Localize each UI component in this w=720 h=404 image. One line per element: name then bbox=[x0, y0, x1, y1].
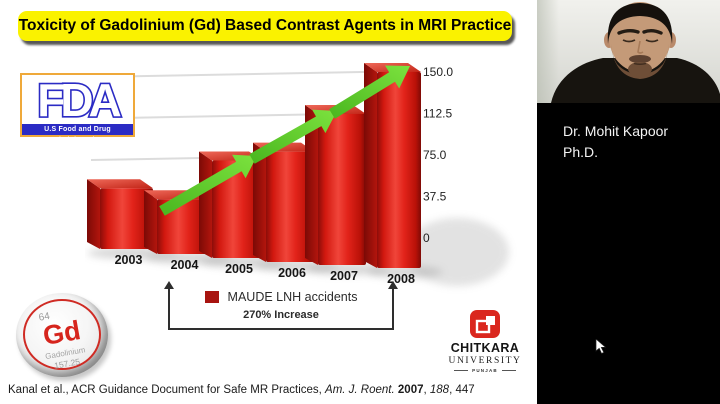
svg-text:2007: 2007 bbox=[330, 269, 358, 283]
webcam-panel: Dr. Mohit Kapoor Ph.D. bbox=[537, 0, 720, 404]
fda-logo-letters: FDA bbox=[22, 75, 133, 124]
chitkara-university-word: UNIVERSITY bbox=[448, 356, 522, 366]
fda-logo: FDA U.S Food and Drug Administration bbox=[20, 73, 135, 144]
speaker-title: Ph.D. bbox=[563, 144, 599, 160]
legend-label: MAUDE LNH accidents bbox=[227, 290, 358, 304]
bracket-up-arrow-left bbox=[164, 281, 174, 289]
citation-year: 2007 bbox=[397, 384, 424, 396]
increase-annotation: 270% Increase bbox=[243, 309, 319, 321]
citation-authors: Kanal et al., ACR Guidance Document for … bbox=[8, 384, 326, 396]
presentation-slide: Toxicity of Gadolinium (Gd) Based Contra… bbox=[0, 0, 537, 404]
chitkara-name: CHITKARA bbox=[450, 341, 520, 355]
svg-text:2006: 2006 bbox=[278, 266, 306, 280]
chitkara-university-logo: CHITKARA UNIVERSITY PUNJAB bbox=[445, 310, 525, 373]
chart-bar-shadows bbox=[87, 218, 509, 286]
svg-text:112.5: 112.5 bbox=[423, 107, 452, 121]
chart-bars bbox=[87, 63, 421, 268]
svg-text:2003: 2003 bbox=[115, 253, 143, 267]
chitkara-logo-icon bbox=[470, 310, 500, 338]
mouse-cursor bbox=[595, 339, 607, 354]
chart-ytick-labels: 150.0 112.5 75.0 37.5 0 bbox=[423, 65, 453, 245]
svg-text:37.5: 37.5 bbox=[423, 190, 447, 204]
fda-acronym-text: FDA bbox=[37, 75, 120, 124]
trend-arrow bbox=[159, 65, 410, 216]
gd-coin-ring: 64 Gd Gadolinium 157.25 bbox=[23, 299, 101, 371]
chart-legend: MAUDE LNH accidents bbox=[170, 290, 392, 304]
fda-logo-caption: U.S Food and Drug Administration bbox=[22, 124, 133, 144]
legend-swatch bbox=[204, 291, 219, 303]
citation-pages: , 447 bbox=[449, 384, 475, 396]
speaker-name: Dr. Mohit Kapoor bbox=[563, 123, 669, 139]
svg-text:75.0: 75.0 bbox=[423, 148, 447, 162]
svg-text:150.0: 150.0 bbox=[423, 65, 453, 79]
svg-text:0: 0 bbox=[423, 231, 430, 245]
speaker-caption: Dr. Mohit Kapoor Ph.D. bbox=[563, 121, 668, 163]
gadolinium-element-coin: 64 Gd Gadolinium 157.25 bbox=[16, 293, 108, 377]
citation-volume: 188 bbox=[429, 384, 450, 396]
citation-journal: Am. J. Roent. bbox=[325, 384, 395, 396]
chitkara-region: PUNJAB bbox=[445, 368, 525, 373]
bar-chart: 2003 2004 2005 2006 2007 2008 150.0112.575.03… bbox=[87, 63, 509, 286]
speaker-video-avatar bbox=[537, 0, 720, 103]
citation: Kanal et al., ACR Guidance Document for … bbox=[8, 384, 475, 396]
speaker-video bbox=[537, 0, 720, 103]
slide-title: Toxicity of Gadolinium (Gd) Based Contra… bbox=[18, 11, 512, 41]
svg-text:2005: 2005 bbox=[225, 262, 253, 276]
increase-range-bracket: MAUDE LNH accidents 270% Increase bbox=[164, 281, 398, 330]
svg-text:2004: 2004 bbox=[171, 258, 199, 272]
bracket-up-arrow-right bbox=[388, 281, 398, 289]
